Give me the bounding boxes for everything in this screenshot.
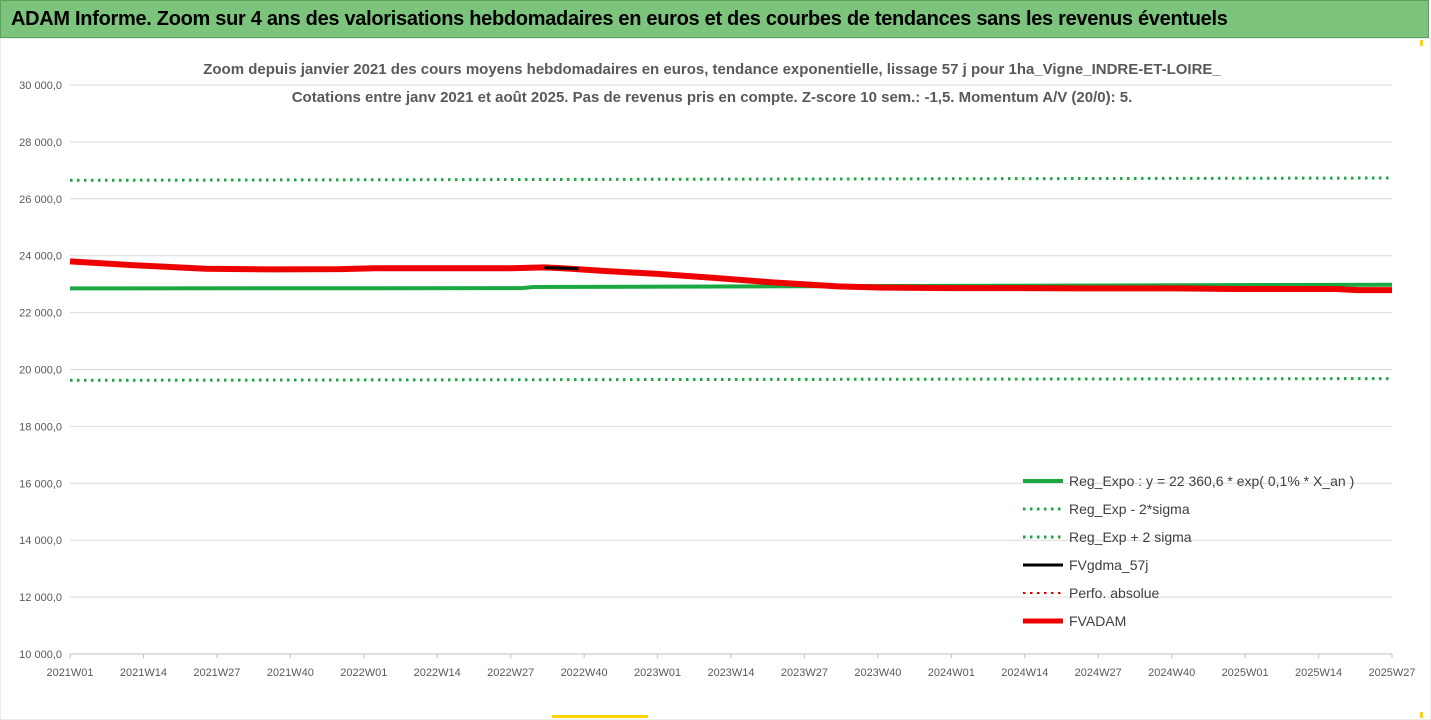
y-tick-label: 16 000,0 [19,478,62,490]
series-line-3 [544,266,579,271]
x-tick-label: 2025W27 [1368,667,1415,679]
y-tick-label: 28 000,0 [19,137,62,149]
y-tick-label: 12 000,0 [19,592,62,604]
legend-label: FVADAM [1069,613,1126,629]
x-tick-label: 2024W27 [1075,667,1122,679]
x-tick-label: 2024W14 [1001,667,1048,679]
series-layer [69,176,1393,382]
y-tick-label: 24 000,0 [19,251,62,263]
legend-label: FVgdma_57j [1069,557,1148,573]
x-tick-label: 2022W14 [414,667,461,679]
x-tick-label: 2022W01 [340,667,387,679]
y-axis: 10 000,0 12 000,0 14 000,0 16 000,0 18 000,0… [19,80,62,661]
x-tick-label: 2023W01 [634,667,681,679]
x-tick-label: 2023W40 [854,667,901,679]
x-tick-label: 2021W14 [120,667,167,679]
x-tick-label: 2021W27 [193,667,240,679]
x-tick-label: 2022W40 [561,667,608,679]
bottom-marker [552,715,648,718]
x-tick-label: 2022W27 [487,667,534,679]
y-tick-label: 10 000,0 [19,649,62,661]
legend-label: Reg_Exp + 2 sigma [1069,529,1192,545]
legend-label: Reg_Exp - 2*sigma [1069,501,1190,517]
legend: Reg_Expo : y = 22 360,6 * exp( 0,1% * X_… [1023,473,1354,629]
report-title: ADAM Informe. Zoom sur 4 ans des valoris… [11,7,1228,30]
chart-svg: Zoom depuis janvier 2021 des cours moyen… [0,38,1431,720]
y-tick-label: 30 000,0 [19,80,62,92]
x-tick-label: 2021W40 [267,667,314,679]
x-tick-label: 2024W40 [1148,667,1195,679]
x-axis: 2021W01 2021W14 2021W27 2021W40 2022W01 2022W… [46,653,1416,679]
corner-marker-bottom [1420,712,1423,718]
y-tick-label: 14 000,0 [19,535,62,547]
chart-subtitle: Cotations entre janv 2021 et août 2025. … [292,89,1133,106]
y-tick-label: 20 000,0 [19,365,62,377]
x-tick-label: 2023W14 [707,667,754,679]
series-line-5 [69,258,1392,294]
x-tick-label: 2025W01 [1222,667,1269,679]
chart-container: Zoom depuis janvier 2021 des cours moyen… [0,38,1431,720]
legend-label: Perfo. absolue [1069,585,1159,601]
gridlines [70,84,1392,655]
legend-label: Reg_Expo : y = 22 360,6 * exp( 0,1% * X_… [1069,473,1354,489]
x-tick-label: 2023W27 [781,667,828,679]
x-tick-label: 2024W01 [928,667,975,679]
corner-marker [1420,40,1423,46]
x-tick-label: 2021W01 [46,667,93,679]
y-tick-label: 26 000,0 [19,194,62,206]
y-tick-label: 22 000,0 [19,308,62,320]
chart-title: Zoom depuis janvier 2021 des cours moyen… [203,61,1221,78]
x-tick-label: 2025W14 [1295,667,1342,679]
report-banner: ADAM Informe. Zoom sur 4 ans des valoris… [0,0,1429,38]
y-tick-label: 18 000,0 [19,421,62,433]
